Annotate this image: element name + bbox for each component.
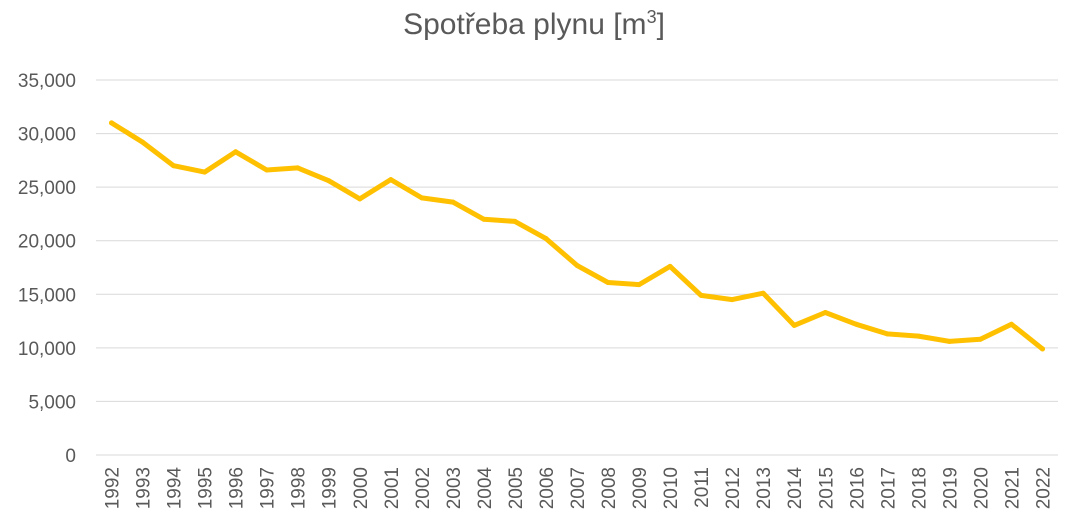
data-point xyxy=(698,292,704,298)
data-point xyxy=(1008,321,1014,327)
data-point xyxy=(512,218,518,224)
x-tick-label: 1993 xyxy=(134,467,155,509)
y-tick-label: 0 xyxy=(65,446,76,467)
x-tick-label: 2021 xyxy=(1002,467,1023,509)
y-tick-label: 30,000 xyxy=(18,125,76,146)
data-point xyxy=(357,196,363,202)
data-point xyxy=(450,199,456,205)
x-tick-label: 2001 xyxy=(382,467,403,509)
x-tick-label: 2012 xyxy=(723,467,744,509)
y-tick-label: 10,000 xyxy=(18,339,76,360)
data-point xyxy=(667,263,673,269)
data-point xyxy=(729,297,735,303)
x-tick-label: 1996 xyxy=(227,467,248,509)
data-point xyxy=(946,338,952,344)
data-point xyxy=(264,167,270,173)
x-tick-label: 2000 xyxy=(351,467,372,509)
data-point xyxy=(977,336,983,342)
x-tick-label: 2004 xyxy=(475,467,496,510)
x-tick-label: 2009 xyxy=(630,467,651,509)
chart-title: Spotřeba plynu [m3] xyxy=(0,8,1068,42)
data-point xyxy=(326,178,332,184)
y-tick-label: 35,000 xyxy=(18,71,76,92)
y-tick-label: 20,000 xyxy=(18,232,76,253)
x-tick-label: 2015 xyxy=(816,467,837,509)
x-tick-label: 1995 xyxy=(196,467,217,509)
x-tick-label: 2018 xyxy=(909,467,930,509)
data-point xyxy=(884,331,890,337)
x-tick-label: 1998 xyxy=(289,467,310,509)
x-tick-label: 1997 xyxy=(258,467,279,509)
data-point xyxy=(481,216,487,222)
data-point xyxy=(853,321,859,327)
x-tick-label: 2002 xyxy=(413,467,434,509)
x-tick-label: 2016 xyxy=(847,467,868,509)
x-tick-label: 2003 xyxy=(444,467,465,509)
data-point xyxy=(822,310,828,315)
chart-title-suffix: ] xyxy=(656,8,665,41)
data-point xyxy=(636,282,642,288)
x-tick-label: 2006 xyxy=(537,467,558,509)
data-point xyxy=(605,280,611,285)
x-tick-label: 2010 xyxy=(661,467,682,509)
data-point xyxy=(760,290,766,296)
data-point xyxy=(109,120,115,126)
x-tick-label: 2014 xyxy=(785,467,806,510)
x-tick-label: 2022 xyxy=(1033,467,1054,509)
data-point xyxy=(171,163,177,169)
data-point xyxy=(140,139,146,145)
data-point xyxy=(202,169,208,175)
y-tick-label: 25,000 xyxy=(18,178,76,199)
y-tick-label: 5,000 xyxy=(28,392,76,413)
data-point xyxy=(915,333,921,339)
x-tick-label: 2019 xyxy=(940,467,961,509)
x-tick-label: 2017 xyxy=(878,467,899,509)
series-line xyxy=(109,120,1045,352)
data-point xyxy=(419,195,425,201)
data-point xyxy=(1039,346,1045,352)
x-tick-label: 2008 xyxy=(599,467,620,509)
x-tick-label: 2013 xyxy=(754,467,775,509)
data-point xyxy=(388,177,394,183)
chart-title-superscript: 3 xyxy=(646,7,657,27)
x-tick-label: 1999 xyxy=(320,467,341,509)
data-point xyxy=(233,149,239,155)
x-tick-label: 2005 xyxy=(506,467,527,509)
data-point xyxy=(295,165,301,171)
x-tick-label: 1994 xyxy=(165,467,186,510)
data-point xyxy=(791,322,797,328)
x-tick-label: 2020 xyxy=(971,467,992,509)
data-point xyxy=(574,262,580,268)
data-point xyxy=(543,236,549,242)
x-tick-label: 1992 xyxy=(103,467,124,509)
y-tick-label: 15,000 xyxy=(18,285,76,306)
x-tick-label: 2011 xyxy=(692,467,713,508)
chart-title-text: Spotřeba plynu [m xyxy=(403,8,647,41)
x-tick-label: 2007 xyxy=(568,467,589,509)
